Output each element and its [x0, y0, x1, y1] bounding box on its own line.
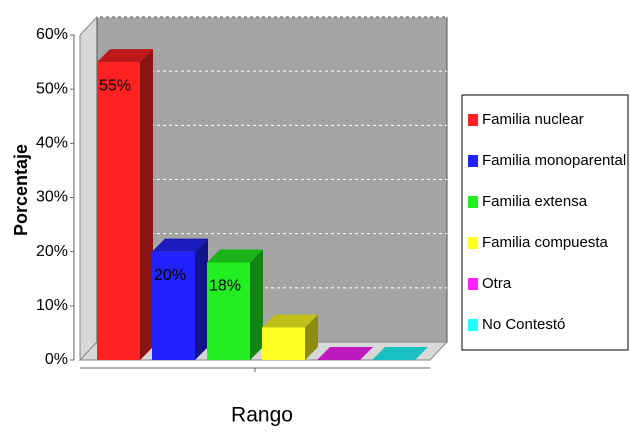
bar	[97, 62, 140, 360]
side-wall	[79, 15, 98, 362]
bar-top	[97, 49, 153, 63]
bar-top	[152, 238, 208, 252]
legend-label: Otra	[482, 275, 512, 292]
y-tick-label: 0%	[45, 351, 68, 368]
y-tick-label: 20%	[36, 243, 68, 260]
legend-swatch	[468, 114, 478, 126]
legend-swatch	[468, 319, 478, 331]
bar-side	[250, 249, 263, 360]
y-tick-label: 30%	[36, 189, 68, 206]
legend-label: Familia monoparental	[482, 152, 626, 169]
y-tick-label: 50%	[36, 80, 68, 97]
legend-label: Familia extensa	[482, 193, 588, 210]
legend-label: Familia nuclear	[482, 111, 584, 128]
legend-box	[461, 94, 629, 351]
legend-swatch	[468, 278, 478, 290]
bar-top	[317, 347, 373, 360]
data-label: 55%	[99, 77, 131, 94]
data-label: 20%	[154, 267, 186, 284]
bar	[262, 327, 305, 360]
legend-label: No Contestó	[482, 316, 565, 333]
bar-side	[140, 49, 153, 360]
y-tick-label: 40%	[36, 135, 68, 152]
y-tick-label: 10%	[36, 297, 68, 314]
bar	[152, 251, 195, 360]
data-label: 18%	[209, 278, 241, 295]
bar-side	[305, 314, 318, 360]
bar-top	[207, 249, 263, 263]
legend-swatch	[468, 155, 478, 167]
bar-top	[262, 314, 318, 328]
legend-swatch	[468, 196, 478, 208]
bar	[207, 262, 250, 360]
y-axis-label: Porcentaje	[11, 144, 31, 236]
bar-top	[372, 347, 428, 360]
legend-label: Familia compuesta	[482, 234, 609, 251]
y-tick-label: 60%	[36, 26, 68, 43]
legend-swatch	[468, 237, 478, 249]
x-axis-label: Rango	[231, 404, 293, 427]
bar-side	[195, 238, 208, 360]
